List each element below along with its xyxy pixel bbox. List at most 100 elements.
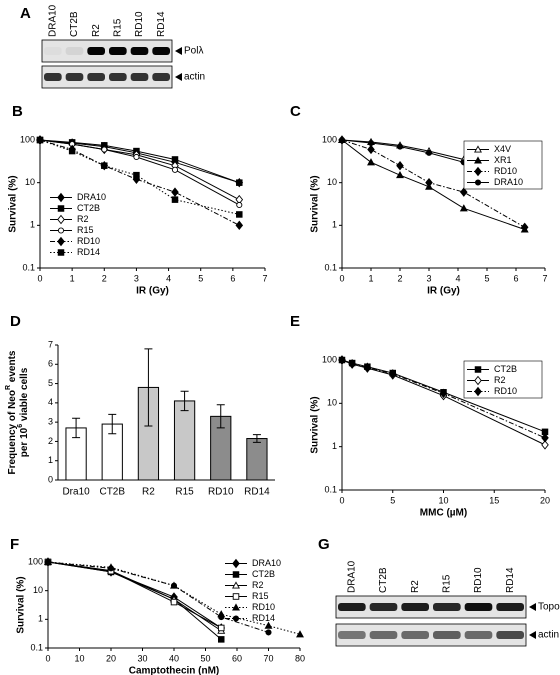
band [130,73,149,81]
y-tick-label: 5 [48,378,53,388]
series-line [39,139,240,226]
y-tick-label: 1 [48,455,53,465]
marker [57,249,65,256]
band [109,73,127,81]
y-tick-label: 100 [322,134,337,144]
band [338,603,366,611]
lane-label: DRA10 [346,560,357,593]
x-tick-label: 20 [106,653,116,663]
marker [264,621,273,629]
legend-label: X4V [494,144,511,154]
series-line [47,561,222,632]
marker [396,171,404,179]
legend-label: R15 [77,225,94,235]
bar [173,400,196,481]
band [152,73,170,81]
y-tick-label: 100 [20,134,35,144]
panel-label: E [290,313,300,330]
legend-label: RD10 [77,236,100,246]
y-tick-label: 0 [48,474,53,484]
lane-label: RD14 [156,11,167,37]
legend-label: RD10 [252,602,275,612]
marker [236,201,243,209]
error-bar [144,348,153,427]
y-axis-label: Survival (%) [310,175,321,232]
band [87,47,105,55]
marker [425,177,433,188]
x-tick-label: 7 [542,273,547,283]
y-axis-label-part: viable cells [19,367,30,424]
legend-label: DRA10 [252,558,281,568]
marker [541,440,549,450]
band [496,603,524,611]
y-tick-label: 10 [327,398,337,408]
y-tick-label: 0.1 [22,262,35,272]
legend-label: DRA10 [494,177,523,187]
marker [474,145,482,153]
legend-label: RD10 [494,166,517,176]
marker [348,359,356,369]
x-tick-label: 1 [70,273,75,283]
lane-label: R2 [91,24,102,37]
legend-label: RD14 [252,613,275,623]
marker [474,386,482,397]
panel-label: G [318,536,330,553]
x-tick-label: 1 [368,273,373,283]
legend-label: CT2B [77,203,100,213]
x-axis-label: MMC (µM) [420,508,467,519]
y-tick-label: 1 [38,614,43,624]
legend-label: R2 [252,580,264,590]
marker [170,582,178,589]
x-tick-label: 7 [262,273,267,283]
marker [133,153,140,161]
marker [396,160,404,171]
marker [265,629,272,636]
marker [396,143,404,150]
series-line [47,561,222,629]
error-bar [216,404,225,429]
x-tick-label: 4 [166,273,171,283]
band [65,47,84,55]
marker [235,220,244,231]
marker [44,558,52,566]
y-axis-label: Frequency of NeoR events [5,350,17,474]
marker [296,630,304,638]
series-line [341,359,546,439]
legend-label: RD10 [494,386,517,396]
x-tick-label: 60 [232,653,242,663]
y-tick-label: 10 [25,177,35,187]
series-line [47,561,222,629]
panel-label: D [10,313,21,330]
marker [388,369,397,379]
legend-label: CT2B [252,569,275,579]
blot-panel [335,623,527,647]
x-axis-label: IR (Gy) [136,286,169,297]
arrowhead [529,631,536,639]
x-tick-label: 0 [339,273,344,283]
band [87,73,105,81]
legend-label: R2 [77,214,89,224]
marker [232,558,240,569]
legend-label: R2 [494,375,506,385]
lane-label: R15 [441,574,452,593]
bar [246,438,268,481]
series-line [341,139,525,228]
band [369,603,398,611]
x-tick-label: 30 [137,653,147,663]
marker [57,227,65,234]
x-tick-label: 3 [134,273,139,283]
arrowhead [175,73,182,81]
band [338,631,366,639]
marker [217,636,225,643]
marker [232,571,240,578]
x-tick-label: R15 [175,487,194,498]
marker [57,236,65,247]
x-tick-label: 0 [45,653,50,663]
marker [367,158,375,166]
error-bar [180,390,189,412]
y-tick-label: 1 [332,441,337,451]
marker [338,136,346,144]
lane-label: RD10 [473,567,484,593]
marker [232,593,240,600]
x-tick-label: 4 [455,273,460,283]
